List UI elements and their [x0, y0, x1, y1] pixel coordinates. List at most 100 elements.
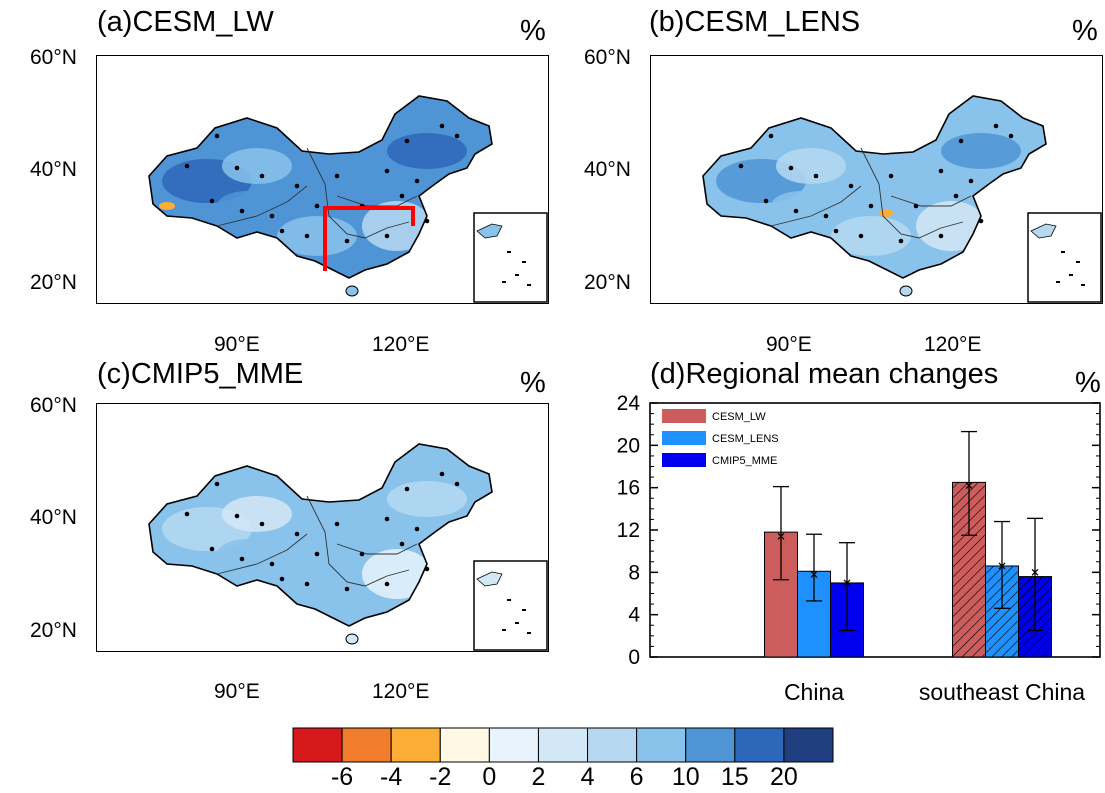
significance-dot — [344, 586, 350, 592]
map-a-title: (a)CESM_LW — [97, 6, 274, 38]
significance-dot — [334, 173, 340, 179]
significance-dot — [813, 173, 819, 179]
map-c-lat-60: 60°N — [30, 394, 77, 417]
significance-dot — [384, 168, 390, 174]
y-tick-label: 12 — [617, 519, 640, 542]
significance-dot — [439, 471, 445, 477]
colorbar-swatch — [390, 727, 441, 763]
significance-dot — [763, 198, 769, 204]
significance-dot — [993, 123, 999, 129]
significance-dot — [454, 133, 460, 139]
median-marker — [965, 482, 973, 489]
category-label: southeast China — [919, 679, 1085, 705]
significance-dot — [239, 556, 245, 562]
significance-dot — [414, 526, 420, 532]
median-marker — [843, 579, 851, 587]
y-tick-label: 8 — [628, 561, 640, 584]
significance-dot — [304, 581, 310, 587]
map-a-canvas — [148, 95, 548, 303]
map-c — [96, 403, 549, 652]
map-a-unit: % — [520, 15, 546, 47]
river-line — [336, 543, 418, 555]
significance-dot — [259, 521, 265, 527]
significance-dot — [384, 581, 390, 587]
south-china-sea-inset — [1027, 212, 1102, 303]
significance-dot — [259, 173, 265, 179]
map-c-unit: % — [520, 367, 546, 399]
significance-dot — [399, 541, 405, 547]
significance-dot — [938, 233, 944, 239]
colorbar-swatch — [734, 727, 785, 763]
hainan-island — [345, 633, 359, 645]
negative-patch — [159, 202, 175, 210]
map-a-lat-60: 60°N — [30, 46, 77, 69]
negative-patch — [879, 209, 893, 217]
chart-unit: % — [1075, 367, 1101, 399]
chart-title: (d)Regional mean changes — [650, 358, 999, 390]
river-line — [216, 533, 308, 575]
shading-patch — [222, 496, 292, 532]
legend-swatch — [662, 409, 706, 423]
shading-patch — [771, 191, 831, 221]
shading-patch — [277, 564, 357, 604]
colorbar-swatch — [439, 727, 490, 763]
significance-dot — [913, 203, 919, 209]
map-b-lat-20: 20°N — [584, 271, 631, 294]
colorbar-swatch — [685, 727, 736, 763]
significance-dot — [209, 198, 215, 204]
shading-patch — [317, 504, 377, 584]
map-b — [650, 55, 1103, 304]
map-b-lat-60: 60°N — [584, 46, 631, 69]
significance-dot — [424, 218, 430, 224]
category-label: China — [784, 679, 844, 705]
legend-label: CMIP5_MME — [712, 455, 777, 467]
legend-label: CESM_LW — [712, 411, 766, 423]
significance-dot — [399, 193, 405, 199]
shading-patch — [387, 133, 467, 169]
significance-dot — [978, 218, 984, 224]
shading-patch — [916, 201, 986, 251]
shading-patch — [217, 191, 277, 221]
significance-dot — [269, 213, 275, 219]
map-b-title: (b)CESM_LENS — [649, 6, 861, 38]
map-a — [96, 55, 549, 304]
significance-dot — [359, 551, 365, 557]
significance-dot — [1008, 133, 1014, 139]
colorbar-tick-label: -4 — [380, 763, 403, 791]
regional-mean-bar-chart: 0 4 8 12 16 20 24 China southeast China CESM_LW CE… — [617, 395, 1101, 705]
hainan-island — [345, 285, 359, 297]
significance-dot — [888, 173, 894, 179]
significance-dot — [279, 228, 285, 234]
hainan-island — [899, 285, 913, 297]
significance-dot — [234, 513, 240, 519]
y-tick-label: 16 — [617, 477, 640, 500]
colorbar-tick-label: 0 — [482, 763, 497, 791]
significance-dot — [958, 138, 964, 144]
significance-dot — [239, 208, 245, 214]
map-a-lat-40: 40°N — [30, 158, 77, 181]
significance-dot — [953, 193, 959, 199]
map-c-canvas — [148, 443, 548, 651]
river-line — [306, 495, 410, 587]
river-line — [890, 195, 972, 207]
river-line — [216, 185, 308, 227]
significance-dot — [424, 566, 430, 572]
significance-dot — [294, 183, 300, 189]
map-c-lon-120: 120°E — [372, 680, 430, 703]
map-b-unit: % — [1072, 15, 1098, 47]
median-marker — [998, 562, 1006, 570]
significance-dot — [269, 561, 275, 567]
map-c-lon-90: 90°E — [214, 680, 260, 703]
significance-dot — [404, 138, 410, 144]
significance-dot — [334, 521, 340, 527]
significance-dot — [384, 516, 390, 522]
median-marker — [810, 571, 818, 578]
colorbar-swatch — [587, 727, 638, 763]
map-b-lon-90: 90°E — [766, 333, 812, 356]
legend-label: CESM_LENS — [712, 433, 779, 445]
y-tick-label: 20 — [617, 434, 640, 457]
significance-dot — [738, 163, 744, 169]
colorbar-tick-label: 4 — [580, 763, 595, 791]
southeast-china-region-box — [323, 206, 415, 271]
map-b-lon-120: 120°E — [924, 333, 982, 356]
